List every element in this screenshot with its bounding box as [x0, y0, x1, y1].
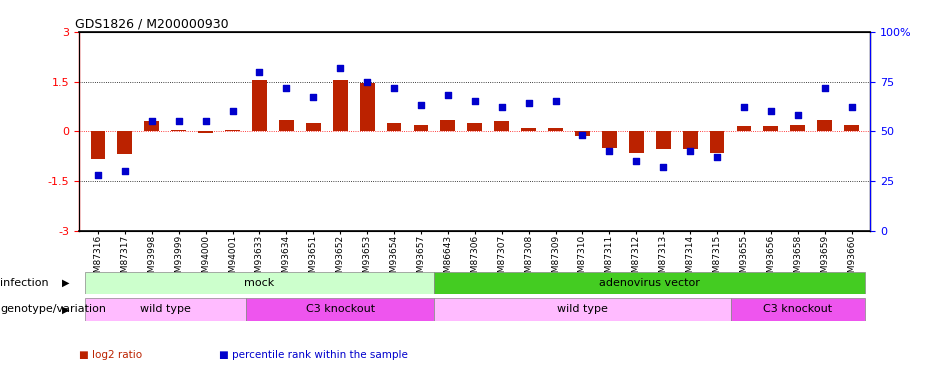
- Text: adenovirus vector: adenovirus vector: [600, 278, 700, 288]
- Bar: [117, 131, 132, 154]
- Bar: [90, 131, 105, 159]
- Text: GDS1826 / M200000930: GDS1826 / M200000930: [75, 18, 229, 31]
- Bar: [736, 126, 751, 131]
- Point: [386, 84, 401, 90]
- Bar: [440, 120, 455, 131]
- Point: [306, 94, 321, 100]
- Bar: [817, 120, 832, 131]
- Text: C3 knockout: C3 knockout: [763, 304, 832, 314]
- Point: [440, 93, 455, 99]
- Point: [790, 112, 805, 118]
- Point: [144, 118, 159, 124]
- Point: [628, 158, 643, 164]
- Bar: [252, 80, 267, 131]
- Bar: [85, 272, 435, 294]
- Point: [494, 104, 509, 110]
- Bar: [467, 123, 482, 131]
- Bar: [435, 272, 865, 294]
- Text: ■ log2 ratio: ■ log2 ratio: [79, 350, 142, 360]
- Point: [575, 132, 590, 138]
- Point: [117, 168, 132, 174]
- Text: mock: mock: [244, 278, 275, 288]
- Text: ▶: ▶: [62, 304, 70, 314]
- Text: wild type: wild type: [140, 304, 191, 314]
- Bar: [602, 131, 617, 148]
- Point: [171, 118, 186, 124]
- Bar: [359, 83, 374, 131]
- Bar: [306, 123, 320, 131]
- Text: ■ percentile rank within the sample: ■ percentile rank within the sample: [219, 350, 408, 360]
- Point: [279, 84, 294, 90]
- Point: [90, 172, 105, 178]
- Bar: [548, 128, 563, 131]
- Text: infection: infection: [0, 278, 48, 288]
- Bar: [575, 131, 590, 136]
- Point: [548, 99, 563, 105]
- Point: [413, 102, 428, 108]
- Point: [682, 148, 697, 154]
- Point: [602, 148, 617, 154]
- Bar: [731, 298, 865, 321]
- Bar: [709, 131, 724, 153]
- Point: [844, 104, 859, 110]
- Bar: [435, 298, 731, 321]
- Bar: [413, 124, 428, 131]
- Bar: [386, 123, 401, 131]
- Bar: [494, 122, 509, 131]
- Point: [763, 108, 778, 114]
- Text: wild type: wild type: [557, 304, 608, 314]
- Point: [467, 99, 482, 105]
- Point: [332, 64, 347, 70]
- Text: genotype/variation: genotype/variation: [0, 304, 106, 314]
- Bar: [332, 80, 347, 131]
- Bar: [629, 131, 643, 153]
- Bar: [763, 126, 778, 131]
- Bar: [246, 298, 435, 321]
- Point: [655, 164, 670, 170]
- Point: [736, 104, 751, 110]
- Bar: [198, 131, 213, 133]
- Bar: [144, 122, 159, 131]
- Point: [225, 108, 240, 114]
- Point: [709, 154, 724, 160]
- Point: [521, 100, 536, 106]
- Bar: [790, 124, 805, 131]
- Bar: [682, 131, 697, 150]
- Bar: [225, 130, 240, 131]
- Point: [198, 118, 213, 124]
- Text: C3 knockout: C3 knockout: [305, 304, 375, 314]
- Bar: [171, 130, 186, 131]
- Bar: [844, 124, 859, 131]
- Bar: [279, 120, 294, 131]
- Point: [817, 84, 832, 90]
- Bar: [85, 298, 246, 321]
- Point: [252, 69, 267, 75]
- Text: ▶: ▶: [62, 278, 70, 288]
- Bar: [655, 131, 670, 150]
- Bar: [521, 128, 536, 131]
- Point: [359, 79, 374, 85]
